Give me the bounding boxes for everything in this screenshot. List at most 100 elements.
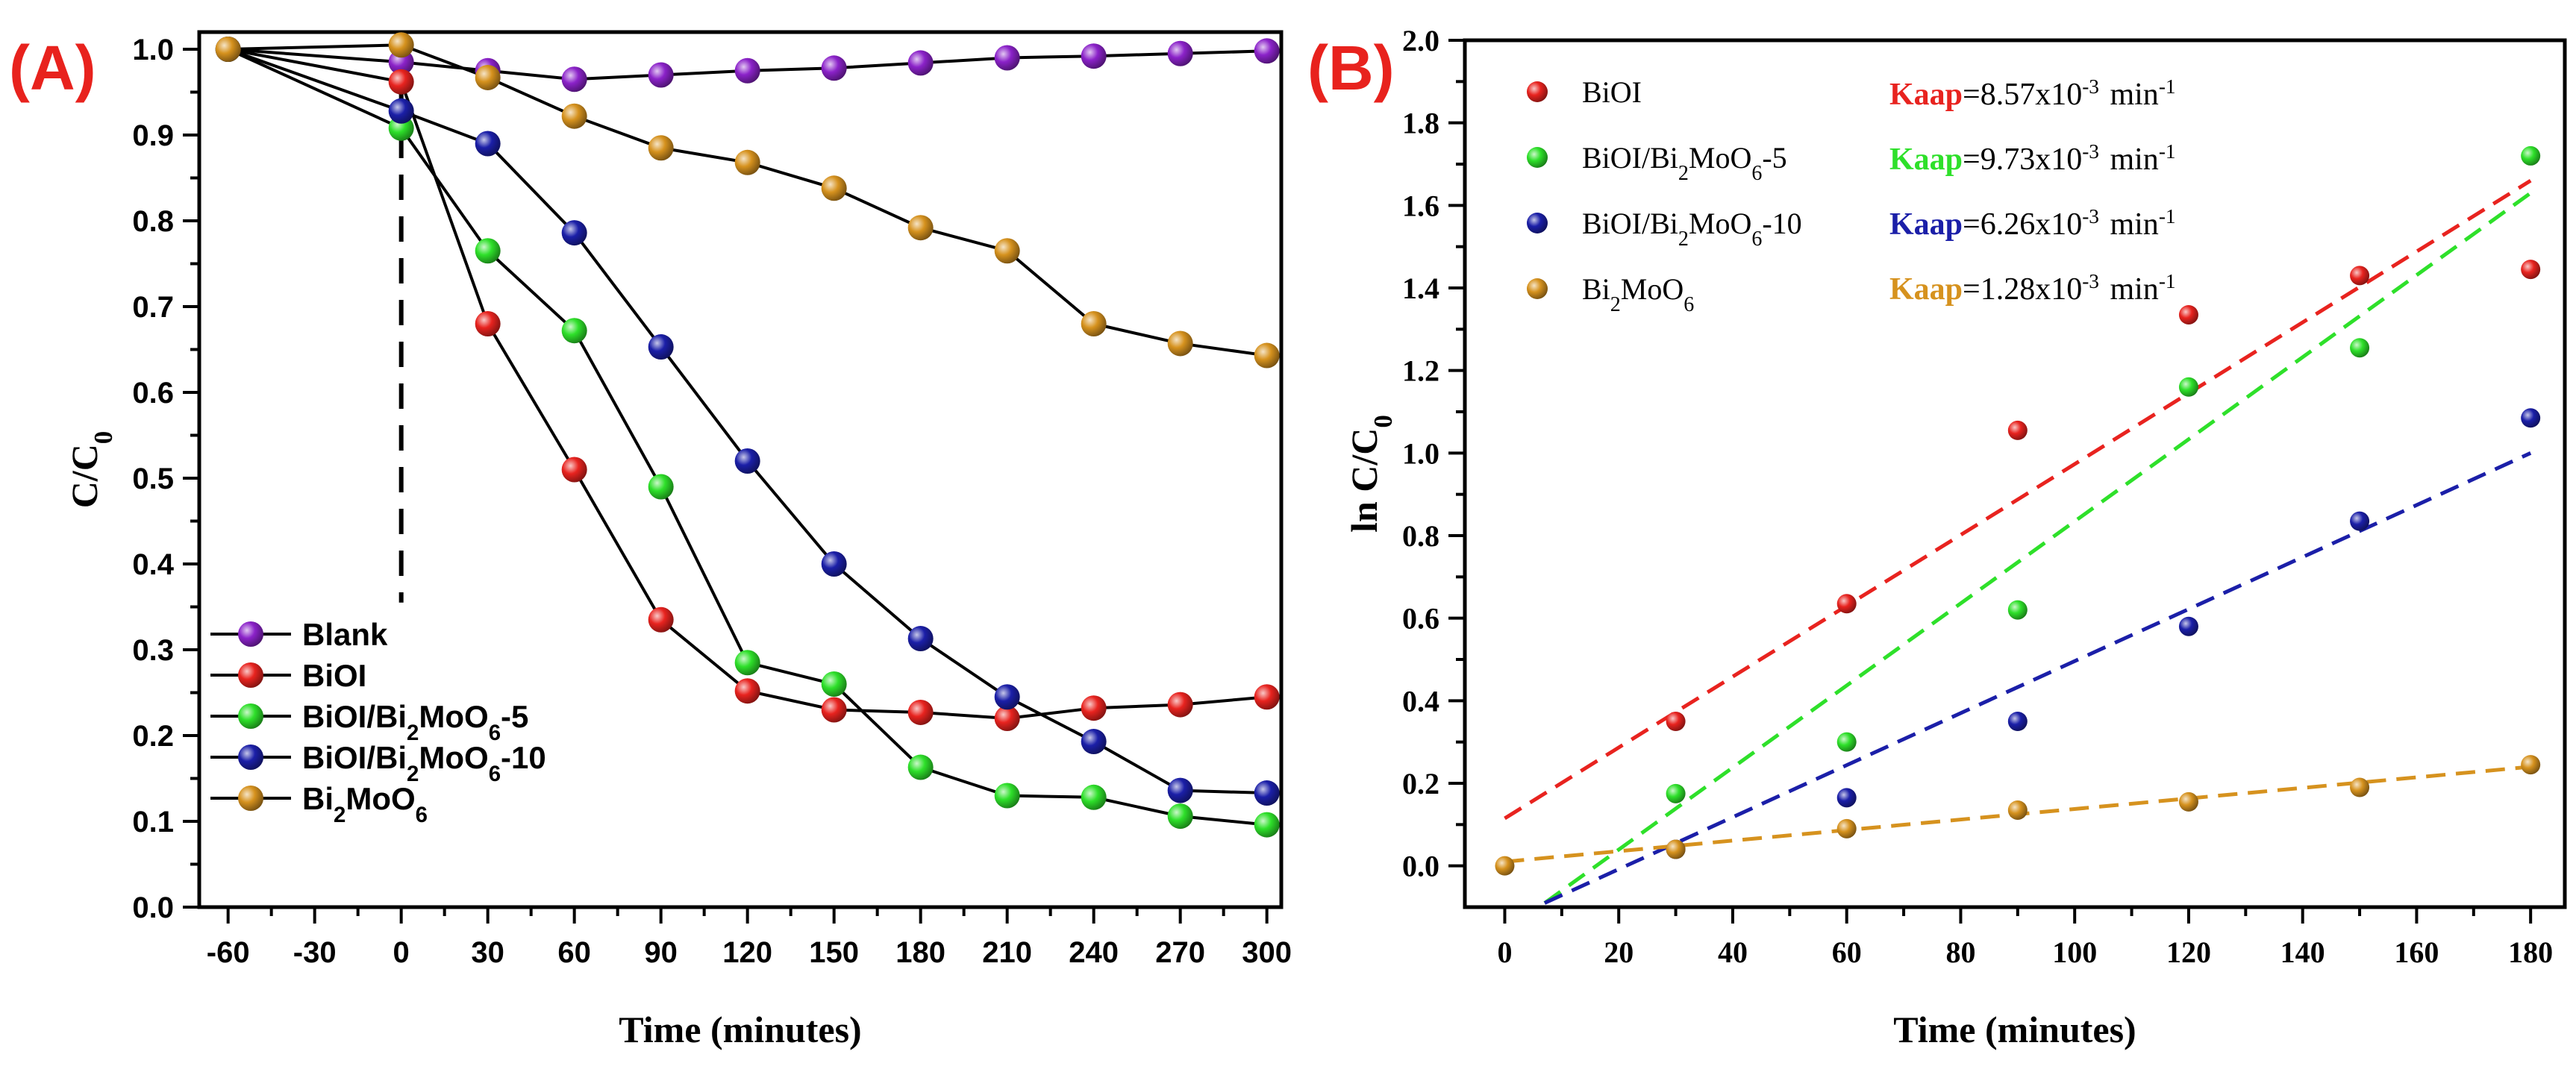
panel-b: (B) 0 20 40 60 80 100 120 140 160 180 0.0 0.2 0.4 0.6 0… <box>1307 24 2567 1050</box>
panel-b-xlabel: Time (minutes) <box>1893 1009 2136 1050</box>
panel-a-series-line <box>228 48 1267 81</box>
panel-a-point <box>1254 684 1280 710</box>
panel-a-ytick-label: 0.5 <box>132 463 174 495</box>
panel-a-point <box>734 650 760 676</box>
panel-b-ytick-label: 1.2 <box>1402 354 1439 388</box>
panel-a-ytick-label: 0.2 <box>132 720 174 753</box>
panel-b-xtick-label: 20 <box>1604 935 1634 969</box>
panel-a-legend-label: BiOI/Bi2MoO6-5 <box>302 699 528 745</box>
panel-a-legend-marker <box>238 662 263 688</box>
panel-b-legend-marker <box>1527 278 1548 299</box>
panel-a-legend-label: Blank <box>302 617 388 652</box>
panel-a-legend-label: BiOI/Bi2MoO6-10 <box>302 740 546 786</box>
panel-a-point <box>734 57 760 84</box>
panel-a-legend-marker <box>238 786 263 811</box>
panel-a-point <box>648 606 674 633</box>
panel-b-xtick-label: 40 <box>1718 935 1748 969</box>
panel-a-point <box>734 678 760 704</box>
panel-a-xtick-label: 60 <box>557 936 591 969</box>
panel-a-point <box>907 626 934 652</box>
panel-b-ytick-label: 1.6 <box>1402 189 1439 222</box>
panel-a-point <box>1167 777 1193 803</box>
panel-b-point <box>2007 800 2028 820</box>
panel-b-ytick-label: 1.8 <box>1402 107 1439 140</box>
panel-b-point <box>2521 755 2541 775</box>
panel-a-point <box>821 671 847 697</box>
panel-b-point <box>1495 856 1515 876</box>
panel-b-rate-annotation: Kaap=8.57x10-3 min-1 <box>1889 75 2176 112</box>
panel-a-point <box>1167 692 1193 718</box>
panel-a-point <box>821 175 847 201</box>
panel-a-point <box>475 311 501 336</box>
panel-a-ytick-label: 0.4 <box>132 548 174 581</box>
panel-b-rate-annotation: Kaap=9.73x10-3 min-1 <box>1889 140 2176 177</box>
panel-a-point <box>1254 342 1280 369</box>
panel-b-fit-line <box>1504 179 2532 821</box>
panel-a-xtick-label: 30 <box>471 936 504 969</box>
panel-b-point <box>1666 712 1686 731</box>
panel-a-xtick-label: 90 <box>644 936 678 969</box>
panel-b-frame <box>1463 38 2567 909</box>
panel-a-series-line <box>227 48 1267 827</box>
panel-a-point <box>907 215 934 241</box>
panel-a-xtick-label: -60 <box>207 936 250 969</box>
panel-a-point <box>1254 812 1280 838</box>
panel-b-point <box>2350 511 2370 531</box>
panel-b-point <box>2178 616 2198 636</box>
panel-b-legend-marker <box>1527 213 1548 233</box>
panel-a-ytick-label: 0.6 <box>132 377 174 410</box>
panel-b-xtick-label: 0 <box>1497 935 1512 969</box>
panel-a-legend-marker <box>238 744 263 770</box>
panel-a-point <box>561 103 587 129</box>
panel-a-xtick-label: 240 <box>1069 936 1119 969</box>
panel-a-point <box>994 783 1020 809</box>
panel-a-ytick-label: 0.9 <box>132 119 174 152</box>
panel-b-rate-annotation: Kaap=6.26x10-3 min-1 <box>1889 205 2176 242</box>
panel-a-frame <box>197 30 1284 909</box>
panel-a-xtick-label: 150 <box>809 936 859 969</box>
panel-a-ylabel: C/C0 <box>63 431 118 509</box>
panel-a-point <box>475 131 501 157</box>
panel-b-point <box>1836 732 1857 752</box>
panel-a-ytick-label: 0.8 <box>132 205 174 238</box>
panel-a-label: (A) <box>9 33 96 103</box>
panel-a-point <box>388 32 414 58</box>
panel-a-point <box>648 135 674 161</box>
panel-a-point <box>648 474 674 500</box>
panel-a-xtick-label: -30 <box>293 936 337 969</box>
panel-a-point <box>1081 43 1107 69</box>
panel-a-xtick-label: 210 <box>982 936 1032 969</box>
panel-b-fit-line <box>1543 451 2532 905</box>
panel-b-point <box>2178 377 2198 397</box>
panel-a-ytick-label: 1.0 <box>132 34 174 66</box>
panel-b-legend-marker <box>1527 81 1548 102</box>
panel-a-point <box>1254 780 1280 806</box>
panel-a-point <box>1081 729 1107 755</box>
panel-b-ytick-label: 0.4 <box>1402 684 1439 718</box>
panel-b-point <box>1836 788 1857 808</box>
panel-b-point <box>2521 408 2541 428</box>
panel-b-point <box>2178 304 2198 325</box>
panel-a-ytick-label: 0.1 <box>132 806 174 838</box>
panel-b-xtick-label: 140 <box>2280 935 2325 969</box>
panel-b-xtick-label: 120 <box>2166 935 2211 969</box>
panel-a-legend-marker <box>238 621 263 647</box>
panel-b-point <box>2521 260 2541 280</box>
panel-b-ytick-label: 2.0 <box>1402 24 1439 57</box>
panel-a-xtick-label: 120 <box>722 936 772 969</box>
panel-a-point <box>475 238 501 264</box>
panel-a-legend-label: BiOI <box>302 658 366 693</box>
panel-b-xtick-label: 100 <box>2052 935 2097 969</box>
panel-a-point <box>734 448 760 474</box>
panel-b-ytick-label: 0.6 <box>1402 602 1439 636</box>
panel-b-point <box>1666 839 1686 859</box>
panel-a-point <box>907 50 934 76</box>
panel-a-ytick-label: 0.7 <box>132 291 174 324</box>
panel-b-xtick-label: 60 <box>1832 935 1862 969</box>
panel-b-label: (B) <box>1307 33 1395 103</box>
panel-a-legend-label: Bi2MoO6 <box>302 781 428 827</box>
panel-a-point <box>1081 311 1107 336</box>
panel-a-series-line <box>228 43 1267 357</box>
panel-a-point <box>821 697 847 723</box>
